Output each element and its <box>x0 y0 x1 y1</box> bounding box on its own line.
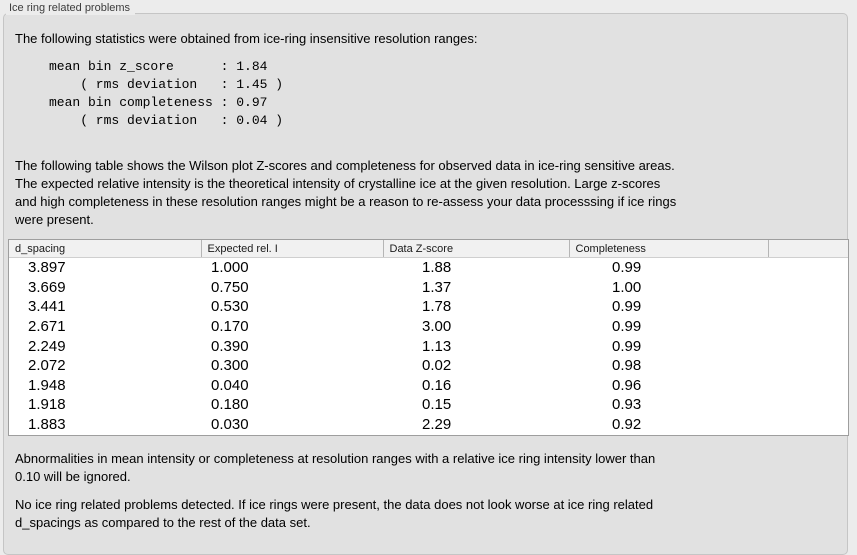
cell-empty <box>768 395 848 415</box>
cell-data-z-score: 1.37 <box>422 278 452 296</box>
cell-expected-rel-i: 0.030 <box>211 416 249 434</box>
table-row[interactable]: 3.897 1.000 1.88 0.99 <box>9 258 848 278</box>
table-row[interactable]: 1.883 0.030 2.29 0.92 <box>9 415 848 435</box>
ice-ring-statistics-block: mean bin z_score : 1.84 ( rms deviation … <box>49 59 284 128</box>
column-header-d-spacing[interactable]: d_spacing <box>9 240 201 258</box>
cell-d-spacing: 2.249 <box>28 337 66 355</box>
table-row[interactable]: 1.918 0.180 0.15 0.93 <box>9 395 848 415</box>
cell-expected-rel-i: 0.750 <box>211 278 249 296</box>
conclusion-text: No ice ring related problems detected. I… <box>15 497 654 530</box>
cell-data-z-score: 1.78 <box>422 298 452 316</box>
cell-data-z-score: 0.16 <box>422 376 452 394</box>
cell-completeness: 1.00 <box>612 278 642 296</box>
cell-completeness: 0.99 <box>612 337 642 355</box>
cell-d-spacing: 1.918 <box>28 396 66 414</box>
cell-expected-rel-i: 0.170 <box>211 318 249 336</box>
cell-completeness: 0.99 <box>612 318 642 336</box>
cell-expected-rel-i: 0.040 <box>211 376 249 394</box>
cell-data-z-score: 0.02 <box>422 357 452 375</box>
table-row[interactable]: 1.948 0.040 0.16 0.96 <box>9 376 848 396</box>
cell-expected-rel-i: 0.180 <box>211 396 249 414</box>
cell-expected-rel-i: 0.390 <box>211 337 249 355</box>
cell-d-spacing: 2.671 <box>28 318 66 336</box>
cell-data-z-score: 2.29 <box>422 416 452 434</box>
cell-empty <box>768 356 848 376</box>
cell-d-spacing: 3.669 <box>28 278 66 296</box>
ice-ring-table[interactable]: d_spacing Expected rel. I Data Z-score C… <box>8 239 849 436</box>
cell-data-z-score: 1.88 <box>422 259 452 277</box>
cell-data-z-score: 3.00 <box>422 318 452 336</box>
cell-expected-rel-i: 1.000 <box>211 259 249 277</box>
group-box-title: Ice ring related problems <box>6 2 136 15</box>
column-header-empty <box>767 240 848 258</box>
cell-d-spacing: 1.948 <box>28 376 66 394</box>
ice-ring-group-box: The following statistics were obtained f… <box>3 13 849 555</box>
cell-completeness: 0.98 <box>612 357 642 375</box>
table-row[interactable]: 2.671 0.170 3.00 0.99 <box>9 317 848 337</box>
cell-d-spacing: 3.897 <box>28 259 66 277</box>
cell-data-z-score: 1.13 <box>422 337 452 355</box>
cell-empty <box>768 336 848 356</box>
cell-completeness: 0.92 <box>612 416 642 434</box>
cell-d-spacing: 2.072 <box>28 357 66 375</box>
table-row[interactable]: 2.072 0.300 0.02 0.98 <box>9 356 848 376</box>
cell-empty <box>768 415 848 435</box>
cell-data-z-score: 0.15 <box>422 396 452 414</box>
cell-empty <box>768 278 848 298</box>
cell-expected-rel-i: 0.300 <box>211 357 249 375</box>
column-header-expected-rel-i[interactable]: Expected rel. I <box>200 240 383 258</box>
cell-empty <box>768 376 848 396</box>
cell-empty <box>768 317 848 337</box>
table-row[interactable]: 2.249 0.390 1.13 0.99 <box>9 336 848 356</box>
cell-completeness: 0.93 <box>612 396 642 414</box>
cell-d-spacing: 1.883 <box>28 416 66 434</box>
column-header-completeness[interactable]: Completeness <box>568 240 768 258</box>
cell-empty <box>768 258 848 278</box>
cell-expected-rel-i: 0.530 <box>211 298 249 316</box>
cell-completeness: 0.96 <box>612 376 642 394</box>
table-description-text: The following table shows the Wilson plo… <box>15 158 677 227</box>
table-row[interactable]: 3.669 0.750 1.37 1.00 <box>9 278 848 298</box>
column-header-data-z-score[interactable]: Data Z-score <box>382 240 569 258</box>
ignore-threshold-note: Abnormalities in mean intensity or compl… <box>15 451 656 484</box>
table-row[interactable]: 3.441 0.530 1.78 0.99 <box>9 297 848 317</box>
table-header-row: d_spacing Expected rel. I Data Z-score C… <box>9 240 848 258</box>
intro-text: The following statistics were obtained f… <box>15 31 478 46</box>
cell-d-spacing: 3.441 <box>28 298 66 316</box>
cell-completeness: 0.99 <box>612 298 642 316</box>
cell-empty <box>768 297 848 317</box>
cell-completeness: 0.99 <box>612 259 642 277</box>
